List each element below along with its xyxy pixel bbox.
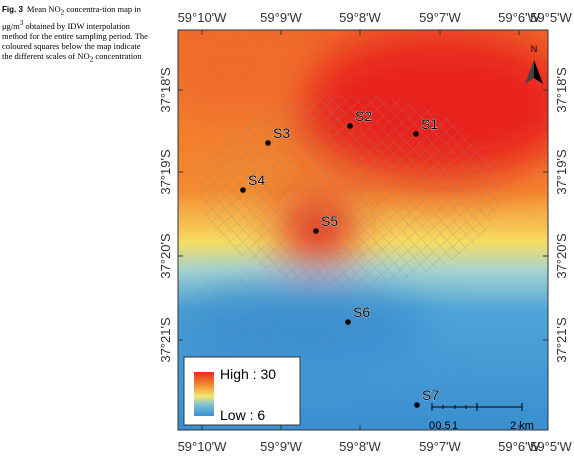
lat-label-right: 37°20'S: [554, 233, 569, 279]
station: [265, 140, 271, 146]
lon-label-bottom: 59°7'W: [419, 439, 461, 454]
lon-label-bottom: 59°6'W: [498, 439, 540, 454]
lon-label-bottom: 59°9'W: [260, 439, 302, 454]
station: [414, 402, 420, 408]
lon-label-top: 59°5'W: [530, 10, 572, 25]
station: [413, 131, 419, 137]
caption-text: obtained by IDW interpolation method for…: [2, 20, 148, 61]
lat-label-right: 37°19'S: [554, 149, 569, 195]
station-label: S5: [321, 213, 338, 229]
scale-label: 0.5: [435, 420, 450, 432]
caption-sub: 2: [60, 8, 65, 17]
north-arrow: N: [525, 44, 543, 84]
scale-label: 1: [452, 420, 458, 432]
lat-label-right: 37°18'S: [554, 67, 569, 113]
lat-label-right: 37°21'S: [554, 317, 569, 363]
legend-high: High : 30: [220, 366, 276, 382]
station-label: S4: [248, 172, 265, 188]
caption-text: concentration: [93, 50, 142, 61]
scale-bar: 0 0.5 1 2 km: [429, 403, 534, 432]
caption-sub: 2: [89, 55, 94, 64]
station-label: S6: [353, 304, 370, 320]
lon-label-top: 59°8'W: [339, 10, 381, 25]
caption-text: concentra-tion map in μg/m: [2, 4, 141, 31]
lat-label-left: 37°18'S: [158, 67, 173, 113]
lat-label-left: 37°21'S: [158, 317, 173, 363]
station-label: S2: [355, 108, 372, 124]
scale-label: 0: [429, 420, 435, 432]
north-label: N: [531, 44, 538, 54]
station: [240, 187, 246, 193]
caption-text: Mean NO: [26, 4, 61, 14]
station: [347, 123, 353, 129]
lat-label-left: 37°20'S: [158, 233, 173, 279]
lon-label-top: 59°6'W: [498, 10, 540, 25]
lon-label-bottom: 59°10'W: [178, 439, 228, 454]
legend-low: Low : 6: [220, 407, 265, 423]
scale-label: 2 km: [510, 420, 534, 432]
lon-label-top: 59°10'W: [178, 10, 228, 25]
legend: High : 30 Low : 6: [183, 356, 301, 426]
station-label: S3: [273, 125, 290, 141]
lat-label-left: 37°19'S: [158, 149, 173, 195]
caption-label: Fig. 3: [2, 5, 23, 14]
caption-sup: 3: [19, 18, 24, 27]
caption: Fig. 3 Mean NO2 concentra-tion map in μg/…: [2, 4, 152, 64]
station: [313, 228, 319, 234]
lon-label-top: 59°7'W: [419, 10, 461, 25]
station-label: S7: [422, 387, 439, 403]
station-label: S1: [421, 116, 438, 132]
lon-label-top: 59°9'W: [260, 10, 302, 25]
lon-label-bottom: 59°5'W: [530, 439, 572, 454]
concentration-surface: [178, 30, 548, 430]
lon-label-bottom: 59°8'W: [339, 439, 381, 454]
station: [345, 319, 351, 325]
